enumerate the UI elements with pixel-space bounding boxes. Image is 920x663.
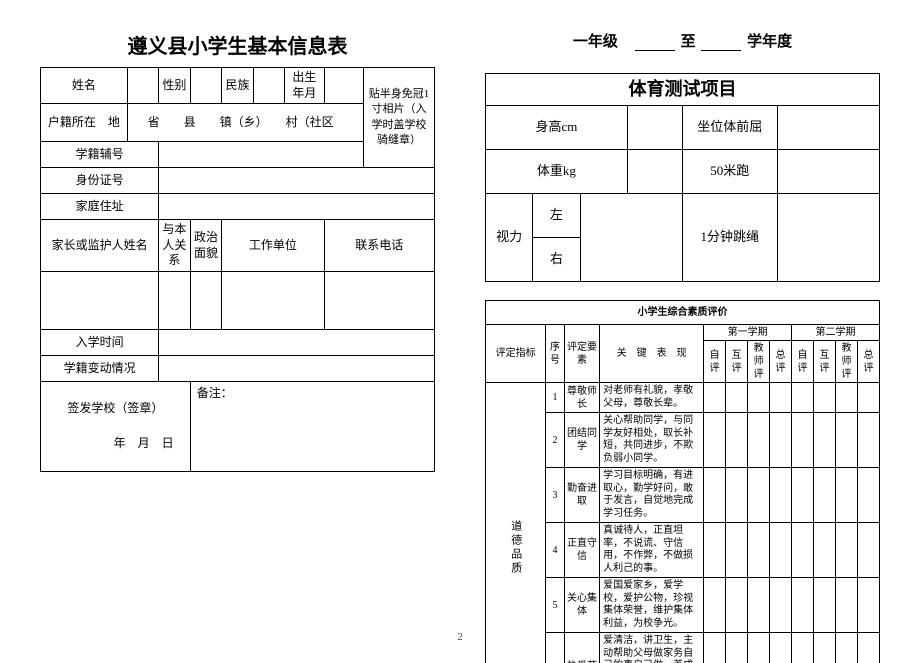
birth-value (324, 68, 363, 104)
hdr-t2-self: 自评 (792, 341, 814, 383)
weight-label: 体重kg (486, 150, 628, 194)
relation-value-1 (159, 271, 191, 329)
eval-desc-6: 爱清洁，讲卫生，主动帮助父母做家务自己的事自己做，养成良好的生活习惯，积极参加劳… (600, 633, 704, 663)
phone-value-1 (324, 271, 434, 329)
basic-info-title: 遵义县小学生基本信息表 (40, 30, 435, 59)
residence-value: 省 县 镇（乡） 村（社区 (127, 104, 363, 142)
height-label: 身高cm (486, 106, 628, 150)
hdr-t1-teacher: 教师评 (748, 341, 770, 383)
home-addr-value (159, 194, 435, 220)
hdr-t1-self: 自评 (704, 341, 726, 383)
id-card-label: 身份证号 (41, 168, 159, 194)
gender-value (190, 68, 222, 104)
grade-suffix: 学年度 (747, 34, 792, 50)
id-card-value (159, 168, 435, 194)
pe-title: 体育测试项目 (486, 74, 880, 106)
vision-right-label: 右 (533, 238, 580, 282)
eval-seq-2: 2 (546, 413, 565, 468)
eval-elem-4: 正直守信 (564, 523, 599, 578)
enroll-label: 入学时间 (41, 329, 159, 355)
eval-desc-2: 关心帮助同学，与同学友好相处，取长补短，共同进步，不欺负弱小同学。 (600, 413, 704, 468)
hdr-term2: 第二学期 (792, 325, 880, 341)
issue-date: 年 月 日 (47, 436, 184, 452)
eval-desc-1: 对老师有礼貌，孝敬父母，尊敬长辈。 (600, 383, 704, 413)
name-label: 姓名 (41, 68, 128, 104)
hdr-element: 评定要素 (564, 325, 599, 383)
eval-seq-1: 1 (546, 383, 565, 413)
sit-reach-label: 坐位体前屈 (682, 106, 777, 150)
eval-elem-1: 尊敬师长 (564, 383, 599, 413)
student-id-value (159, 142, 364, 168)
pe-test-table: 体育测试项目 身高cm 坐位体前屈 体重kg 50米跑 视力 左 1分钟跳绳 (485, 73, 880, 282)
vision-value (580, 194, 682, 282)
vision-left-label: 左 (533, 194, 580, 238)
political-value-1 (190, 271, 222, 329)
hdr-term1: 第一学期 (704, 325, 792, 341)
eval-elem-6: 热爱劳动 (564, 633, 599, 663)
phone-label: 联系电话 (324, 220, 434, 272)
eval-seq-6: 6 (546, 633, 565, 663)
vision-label: 视力 (486, 194, 533, 282)
home-addr-label: 家庭住址 (41, 194, 159, 220)
photo-cell: 贴半身免冠1寸相片（入学时盖学校骑缝章） (364, 68, 435, 168)
eval-desc-3: 学习目标明确，有进取心，勤学好问，敢于发言，自觉地完成学习任务。 (600, 468, 704, 523)
hdr-t1-total: 总评 (770, 341, 792, 383)
hdr-key-perf: 关 键 表 现 (600, 325, 704, 383)
eval-title: 小学生综合素质评价 (486, 301, 880, 325)
hdr-t2-peer: 互评 (814, 341, 836, 383)
guardian-label: 家长或监护人姓名 (41, 220, 159, 272)
status-change-label: 学籍变动情况 (41, 355, 159, 381)
residence-label: 户籍所在 地 (41, 104, 128, 142)
weight-value (627, 150, 682, 194)
ethnicity-value (253, 68, 285, 104)
rope-value (777, 194, 880, 282)
status-change-value (159, 355, 435, 381)
page-number: 2 (457, 631, 463, 643)
hdr-t1-peer: 互评 (726, 341, 748, 383)
birth-label: 出生年月 (285, 68, 324, 104)
group-moral: 道德品质 (486, 383, 546, 663)
issuer-label: 签发学校（签章） (47, 401, 184, 417)
basic-info-table: 姓名 性别 民族 出生年月 贴半身免冠1寸相片（入学时盖学校骑缝章） 户籍所在 … (40, 67, 435, 472)
hdr-indicator: 评定指标 (486, 325, 546, 383)
eval-desc-4: 真诚待人，正直坦率，不说谎、守信用，不作弊，不做损人利己的事。 (600, 523, 704, 578)
hdr-t2-total: 总评 (857, 341, 879, 383)
ethnicity-label: 民族 (222, 68, 254, 104)
enroll-value (159, 329, 435, 355)
run50-label: 50米跑 (682, 150, 777, 194)
student-id-label: 学籍辅号 (41, 142, 159, 168)
evaluation-table: 小学生综合素质评价 评定指标 序号 评定要素 关 键 表 现 第一学期 第二学期… (485, 300, 880, 663)
note-cell: 备注： (190, 381, 434, 471)
grade-mid: 至 (681, 34, 696, 50)
sit-reach-value (777, 106, 880, 150)
eval-seq-5: 5 (546, 578, 565, 633)
rope-label: 1分钟跳绳 (682, 194, 777, 282)
height-value (627, 106, 682, 150)
eval-elem-3: 勤奋进取 (564, 468, 599, 523)
eval-desc-5: 爱国爱家乡，爱学校，爱护公物，珍视集体荣誉，维护集体利益，为校争光。 (600, 578, 704, 633)
hdr-t2-teacher: 教师评 (835, 341, 857, 383)
work-unit-label: 工作单位 (222, 220, 324, 272)
name-value (127, 68, 159, 104)
eval-seq-4: 4 (546, 523, 565, 578)
run50-value (777, 150, 880, 194)
hdr-seq: 序号 (546, 325, 565, 383)
grade-prefix: 一年级 (573, 34, 618, 50)
eval-seq-3: 3 (546, 468, 565, 523)
relation-label: 与本人关系 (159, 220, 191, 272)
work-unit-value-1 (222, 271, 324, 329)
gender-label: 性别 (159, 68, 191, 104)
eval-elem-5: 关心集体 (564, 578, 599, 633)
political-label: 政治面貌 (190, 220, 222, 272)
grade-year-line: 一年级 至 学年度 (485, 30, 880, 51)
guardian-value-1 (41, 271, 159, 329)
eval-elem-2: 团结同学 (564, 413, 599, 468)
